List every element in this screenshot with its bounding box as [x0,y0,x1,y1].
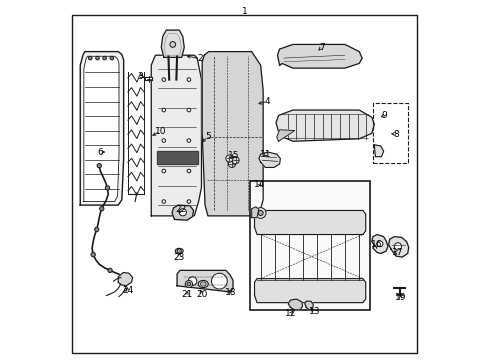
Circle shape [177,249,181,253]
Polygon shape [177,270,233,292]
Text: 16: 16 [370,240,382,249]
Polygon shape [172,205,193,220]
Circle shape [228,160,235,167]
Polygon shape [251,207,258,218]
Text: 20: 20 [196,289,207,298]
Circle shape [162,108,165,112]
Text: 22: 22 [175,205,186,214]
Circle shape [169,41,175,47]
Circle shape [100,207,104,211]
Polygon shape [287,299,302,310]
Polygon shape [258,152,280,167]
Text: 17: 17 [391,248,403,257]
Circle shape [187,108,190,112]
Circle shape [185,280,192,288]
Circle shape [231,157,239,164]
Text: 15: 15 [227,151,239,160]
Circle shape [258,211,263,216]
Text: 1: 1 [241,7,247,16]
Text: 14: 14 [253,180,264,189]
Polygon shape [254,279,365,303]
Polygon shape [304,301,313,310]
Text: 11: 11 [260,150,271,159]
Polygon shape [80,51,123,205]
Circle shape [108,268,112,273]
Text: 19: 19 [394,293,406,302]
Circle shape [102,56,106,60]
Polygon shape [118,273,132,286]
Text: 2: 2 [197,54,202,63]
Polygon shape [254,211,365,234]
Text: 12: 12 [285,309,296,318]
Polygon shape [151,55,201,216]
Text: 8: 8 [392,130,398,139]
Text: 3: 3 [137,72,143,81]
Circle shape [162,139,165,142]
Circle shape [225,155,233,162]
Circle shape [91,252,95,257]
Circle shape [110,56,113,60]
Text: 18: 18 [224,288,236,297]
Text: 23: 23 [173,253,184,262]
Text: 10: 10 [154,127,165,136]
Text: 6: 6 [97,148,103,157]
Polygon shape [277,44,362,68]
Circle shape [96,56,99,60]
Circle shape [97,163,101,168]
Circle shape [188,277,196,285]
Bar [249,181,369,310]
Polygon shape [202,51,263,216]
Text: 4: 4 [264,96,270,105]
Polygon shape [373,145,383,157]
Text: 21: 21 [181,289,192,298]
Polygon shape [83,56,119,202]
Ellipse shape [175,248,183,254]
Polygon shape [156,151,198,164]
Bar [372,103,407,163]
Circle shape [187,139,190,142]
Text: 24: 24 [122,286,133,295]
Circle shape [162,78,165,81]
Ellipse shape [200,282,206,286]
Polygon shape [276,130,294,141]
Ellipse shape [198,280,208,288]
Circle shape [88,56,92,60]
Circle shape [187,78,190,81]
Polygon shape [161,30,184,57]
Circle shape [255,208,265,219]
Circle shape [105,186,109,190]
Circle shape [187,169,190,173]
Circle shape [187,200,190,203]
Circle shape [376,241,382,247]
Polygon shape [276,110,373,141]
Text: 5: 5 [204,132,210,141]
Circle shape [162,200,165,203]
Text: 7: 7 [318,43,324,52]
Polygon shape [388,237,408,257]
Text: 13: 13 [308,307,320,316]
Circle shape [94,227,99,231]
Polygon shape [371,234,387,253]
Circle shape [394,243,401,250]
Circle shape [187,282,190,286]
Text: 9: 9 [381,111,386,120]
Circle shape [211,273,227,289]
Circle shape [179,209,186,216]
Circle shape [162,169,165,173]
